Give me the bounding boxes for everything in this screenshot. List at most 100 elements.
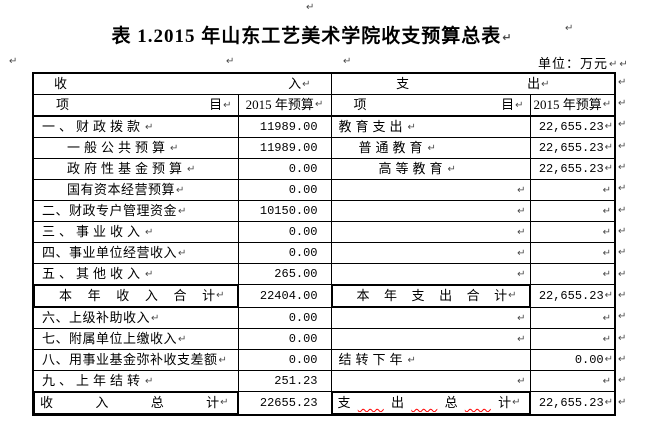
budget-value: 22404.00 — [259, 289, 318, 303]
row-end-mark: ↵ — [617, 136, 626, 157]
char-gap — [397, 287, 412, 305]
paragraph-mark: ↵ — [604, 396, 614, 408]
paragraph-mark: ↵ — [9, 56, 18, 67]
item-label: 教育支出 — [338, 119, 407, 134]
char-gap — [370, 287, 385, 305]
budget-value: 22655.23 — [259, 396, 318, 410]
char-gap — [72, 287, 88, 305]
label-char: 入 — [144, 288, 158, 303]
item-label: 二、财政专户管理资金 — [42, 203, 178, 218]
paragraph-mark: ↵ — [565, 23, 574, 34]
char-gap — [108, 394, 150, 412]
expense-item-cell: 高等教育↵ — [330, 158, 531, 180]
paragraph-mark: ↵ — [226, 56, 235, 67]
unit-label-line: 单位：万元↵↵ — [538, 53, 629, 72]
income-item-cell: 八、用事业基金弥补收支差额↵ — [32, 349, 239, 371]
table-row: 本年收入合计 ↵ 22404.00 本年支出合计 ↵ 22,655.23↵ — [33, 284, 616, 308]
expense-value-cell: 0.00↵ — [529, 349, 616, 371]
budget-value: 22,655.23 — [538, 120, 604, 134]
budget-value: 265.00 — [274, 267, 318, 281]
income-item-cell: 三、事业收入↵ — [32, 221, 239, 243]
row-end-mark: ↵ — [617, 371, 626, 392]
item-label: 普通教育 — [358, 140, 427, 155]
budget-value: 0.00 — [288, 162, 318, 176]
paragraph-mark: ↵ — [618, 162, 627, 174]
budget-header-label: 2015 年预算 — [245, 97, 314, 112]
row-end-mark: ↵ — [617, 157, 626, 178]
table-row: 收入总计 ↵ 22655.23 支 出 总 计 ↵ 22,655.23↵ — [33, 391, 616, 416]
spellcheck-squiggle — [351, 394, 392, 412]
paragraph-mark: ↵ — [618, 98, 627, 110]
paragraph-mark: ↵ — [618, 268, 627, 280]
label-char: 合 — [466, 288, 480, 303]
budget-value: 0.00 — [288, 311, 318, 325]
row-end-mark: ↵ — [617, 243, 626, 264]
paragraph-mark: ↵ — [216, 290, 225, 301]
char-gap — [452, 287, 467, 305]
expense-item-cell: ↵ — [330, 328, 531, 350]
paragraph-mark: ↵ — [151, 313, 160, 325]
label-char: 收 — [40, 395, 54, 410]
paragraph-mark: ↵ — [602, 313, 612, 325]
char-gap — [101, 287, 117, 305]
income-item-cell: 六、上级补助收入↵ — [32, 307, 239, 329]
income-value-cell: 11989.00 — [237, 137, 332, 159]
item-label: 结转下年 — [338, 352, 407, 367]
label-char: 收 — [116, 288, 130, 303]
income-value-cell: 22404.00 — [237, 284, 332, 308]
budget-value: 22,655.23 — [538, 396, 604, 410]
budget-value: 0.00 — [288, 246, 318, 260]
item-label: 一、财政拨款 — [42, 119, 145, 134]
page-title: 表 1.2015 年山东工艺美术学院收支预算总表↵ — [0, 21, 624, 48]
table-row: 国有资本经营预算↵ 0.00 ↵ ↵ — [32, 179, 616, 201]
expense-item-cell: 本年支出合计 ↵ — [331, 285, 530, 307]
table-row: 三、事业收入↵ 0.00 ↵ ↵ — [32, 221, 616, 243]
paragraph-mark: ↵ — [176, 185, 185, 197]
row-end-mark: ↵ — [617, 179, 626, 200]
table-row: 二、财政专户管理资金↵ 10150.00 ↵ ↵ — [32, 200, 616, 222]
paragraph-mark: ↵ — [178, 206, 187, 218]
expense-value-cell: ↵ — [529, 370, 616, 392]
income-value-cell: 0.00 — [237, 179, 332, 201]
expense-header-char: 出 — [527, 76, 541, 91]
paragraph-mark: ↵ — [602, 185, 612, 197]
budget-value: 22,655.23 — [538, 141, 604, 155]
expense-value-cell: 22,655.23↵ — [529, 284, 616, 308]
paragraph-mark: ↵ — [517, 334, 526, 346]
paragraph-mark: ↵ — [407, 122, 416, 134]
budget-value: 22,655.23 — [538, 289, 604, 303]
expense-value-cell: ↵ — [529, 242, 616, 264]
item-label: 九、上年结转 — [42, 373, 145, 388]
label-char: 总 — [444, 395, 458, 410]
paragraph-mark: ↵ — [618, 311, 627, 323]
paragraph-mark: ↵ — [178, 248, 187, 260]
income-value-cell: 0.00 — [237, 328, 332, 350]
expense-item-cell: ↵ — [330, 179, 531, 201]
paragraph-mark: ↵ — [447, 164, 456, 176]
item-label: 政府性基金预算 — [67, 161, 187, 176]
paragraph-mark: ↵ — [618, 140, 627, 152]
income-item-cell: 四、事业单位经营收入↵ — [32, 242, 239, 264]
paragraph-mark: ↵ — [602, 227, 612, 239]
income-item-cell: 一般公共预算↵ — [32, 137, 239, 159]
paragraph-mark: ↵ — [618, 290, 627, 302]
income-value-cell: 0.00 — [237, 221, 332, 243]
paragraph-mark: ↵ — [618, 332, 627, 344]
paragraph-mark: ↵ — [517, 376, 526, 388]
item-label: 国有资本经营预算 — [67, 182, 176, 197]
budget-value: 0.00 — [288, 183, 318, 197]
expense-value-cell: 22,655.23↵ — [529, 391, 616, 416]
expense-value-cell: 22,655.23↵ — [529, 115, 616, 138]
paragraph-mark: ↵ — [220, 397, 229, 408]
income-item-cell: 一、财政拨款↵ — [32, 115, 239, 138]
paragraph-mark: ↵ — [502, 31, 513, 45]
income-item-cell: 本年收入合计 ↵ — [34, 285, 238, 307]
expense-value-cell: ↵ — [529, 328, 616, 350]
expense-value-cell: ↵ — [529, 307, 616, 329]
item-label: 五、其他收入 — [42, 266, 145, 281]
income-value-cell: 22655.23 — [237, 391, 332, 416]
income-value-cell: 0.00 — [237, 349, 332, 371]
income-item-cell: 七、附属单位上缴收入↵ — [32, 328, 239, 350]
expense-budget-column-header: 2015 年预算 ↵ — [529, 94, 616, 117]
paragraph-mark: ↵ — [218, 355, 227, 367]
